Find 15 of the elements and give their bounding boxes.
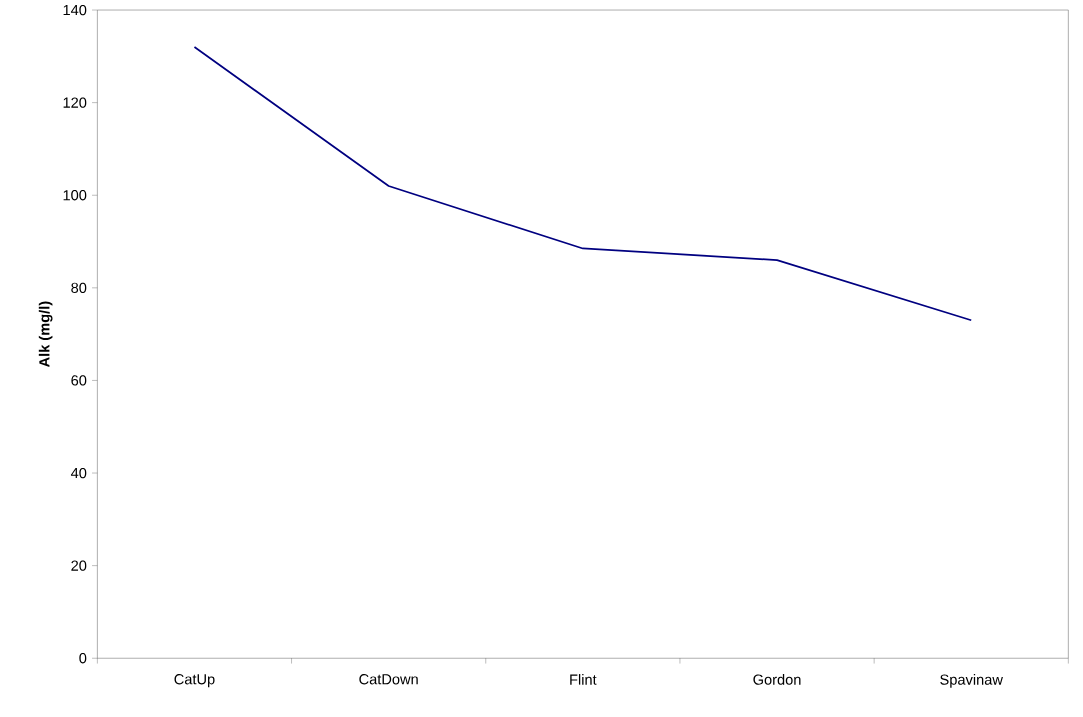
x-tick-label: Spavinaw <box>940 674 1003 688</box>
line-series <box>193 46 973 322</box>
y-tick-label: 0 <box>79 653 87 664</box>
y-tick-label: 40 <box>70 467 87 479</box>
x-tick-label: Gordon <box>753 674 801 685</box>
y-tick-label: 100 <box>63 190 87 201</box>
y-tick-label: 60 <box>71 375 87 386</box>
y-tick-label: 120 <box>63 97 87 108</box>
x-tick-label: CatUp <box>174 674 215 688</box>
y-tick-label: 140 <box>63 4 87 16</box>
x-tick-label: Flint <box>570 674 597 685</box>
y-axis-title: Alk (mg/l) <box>38 301 53 368</box>
y-tick-label: 20 <box>71 560 87 571</box>
y-tick-label: 80 <box>71 282 87 294</box>
x-tick-label: CatDown <box>359 674 418 685</box>
